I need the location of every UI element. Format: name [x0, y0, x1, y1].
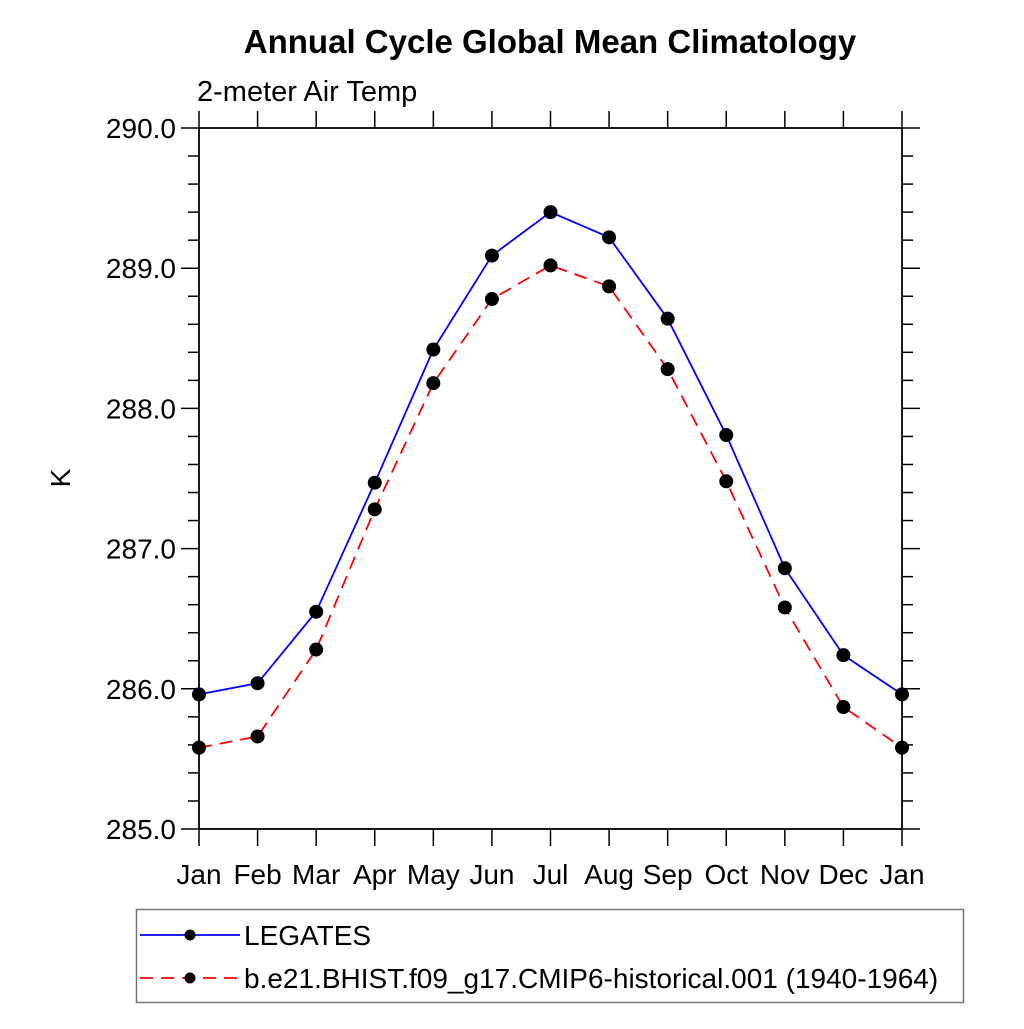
legend: LEGATES b.e21.BHIST.f09_g17.CMIP6-histor…	[135, 908, 965, 1004]
legend-marker-dot-icon	[184, 972, 196, 984]
y-tick-label: 290.0	[106, 113, 176, 144]
series-line-0	[198, 211, 903, 696]
data-point-marker	[836, 700, 851, 715]
legend-label-legates: LEGATES	[244, 920, 371, 951]
data-point-marker	[602, 279, 617, 294]
data-point-marker	[250, 676, 265, 691]
legend-item-legates: LEGATES	[140, 920, 371, 951]
x-tick-label: Apr	[353, 859, 397, 890]
data-point-marker	[426, 342, 441, 357]
data-point-marker	[660, 362, 675, 377]
chart-subtitle: 2-meter Air Temp	[197, 76, 417, 108]
data-point-marker	[484, 292, 499, 307]
y-tick-label: 285.0	[106, 814, 176, 845]
data-point-marker	[895, 740, 909, 755]
data-point-marker	[660, 311, 675, 326]
data-point-marker	[192, 687, 206, 702]
data-point-marker	[309, 604, 324, 619]
data-point-marker	[192, 740, 206, 755]
data-point-marker	[543, 258, 558, 273]
x-tick-label: Dec	[819, 859, 869, 890]
y-tick-label: 289.0	[106, 253, 176, 284]
x-tick-label: Jul	[533, 859, 569, 890]
data-point-marker	[367, 475, 382, 490]
data-point-marker	[895, 687, 909, 702]
data-point-marker	[367, 502, 382, 517]
data-point-marker	[250, 729, 265, 744]
legend-marker-dot-icon	[184, 929, 196, 941]
y-axis-label: K	[45, 468, 76, 487]
data-point-marker	[719, 474, 734, 489]
data-point-marker	[836, 648, 851, 663]
x-tick-label: Oct	[704, 859, 748, 890]
x-tick-label: Jan	[176, 859, 221, 890]
x-tick-label: Aug	[584, 859, 634, 890]
y-tick-label: 287.0	[106, 534, 176, 565]
data-point-marker	[719, 428, 734, 443]
data-point-marker	[484, 248, 499, 263]
data-point-marker	[426, 376, 441, 391]
plot-area: Jan Feb Mar Apr May Jun Jul Aug Sep Oct Nov Dec Jan2…	[106, 111, 925, 890]
x-tick-label: Jun	[469, 859, 514, 890]
legend-label-model: b.e21.BHIST.f09_g17.CMIP6-historical.001…	[244, 963, 938, 994]
series-line-1	[198, 264, 903, 749]
x-tick-label: Mar	[292, 859, 340, 890]
data-point-marker	[777, 600, 792, 615]
data-point-marker	[777, 561, 792, 576]
x-tick-label: Sep	[643, 859, 693, 890]
x-tick-label: Jan	[879, 859, 924, 890]
x-tick-label: Nov	[760, 859, 810, 890]
legend-item-model: b.e21.BHIST.f09_g17.CMIP6-historical.001…	[140, 963, 938, 994]
y-tick-label: 288.0	[106, 393, 176, 424]
legend-box	[135, 908, 965, 1004]
y-tick-label: 286.0	[106, 674, 176, 705]
chart-title: Annual Cycle Global Mean Climatology	[244, 23, 857, 60]
x-tick-label: Feb	[233, 859, 281, 890]
data-point-marker	[543, 205, 558, 220]
data-point-marker	[309, 642, 324, 657]
plot-frame	[198, 127, 903, 830]
x-tick-label: May	[407, 859, 460, 890]
data-point-marker	[602, 230, 617, 245]
